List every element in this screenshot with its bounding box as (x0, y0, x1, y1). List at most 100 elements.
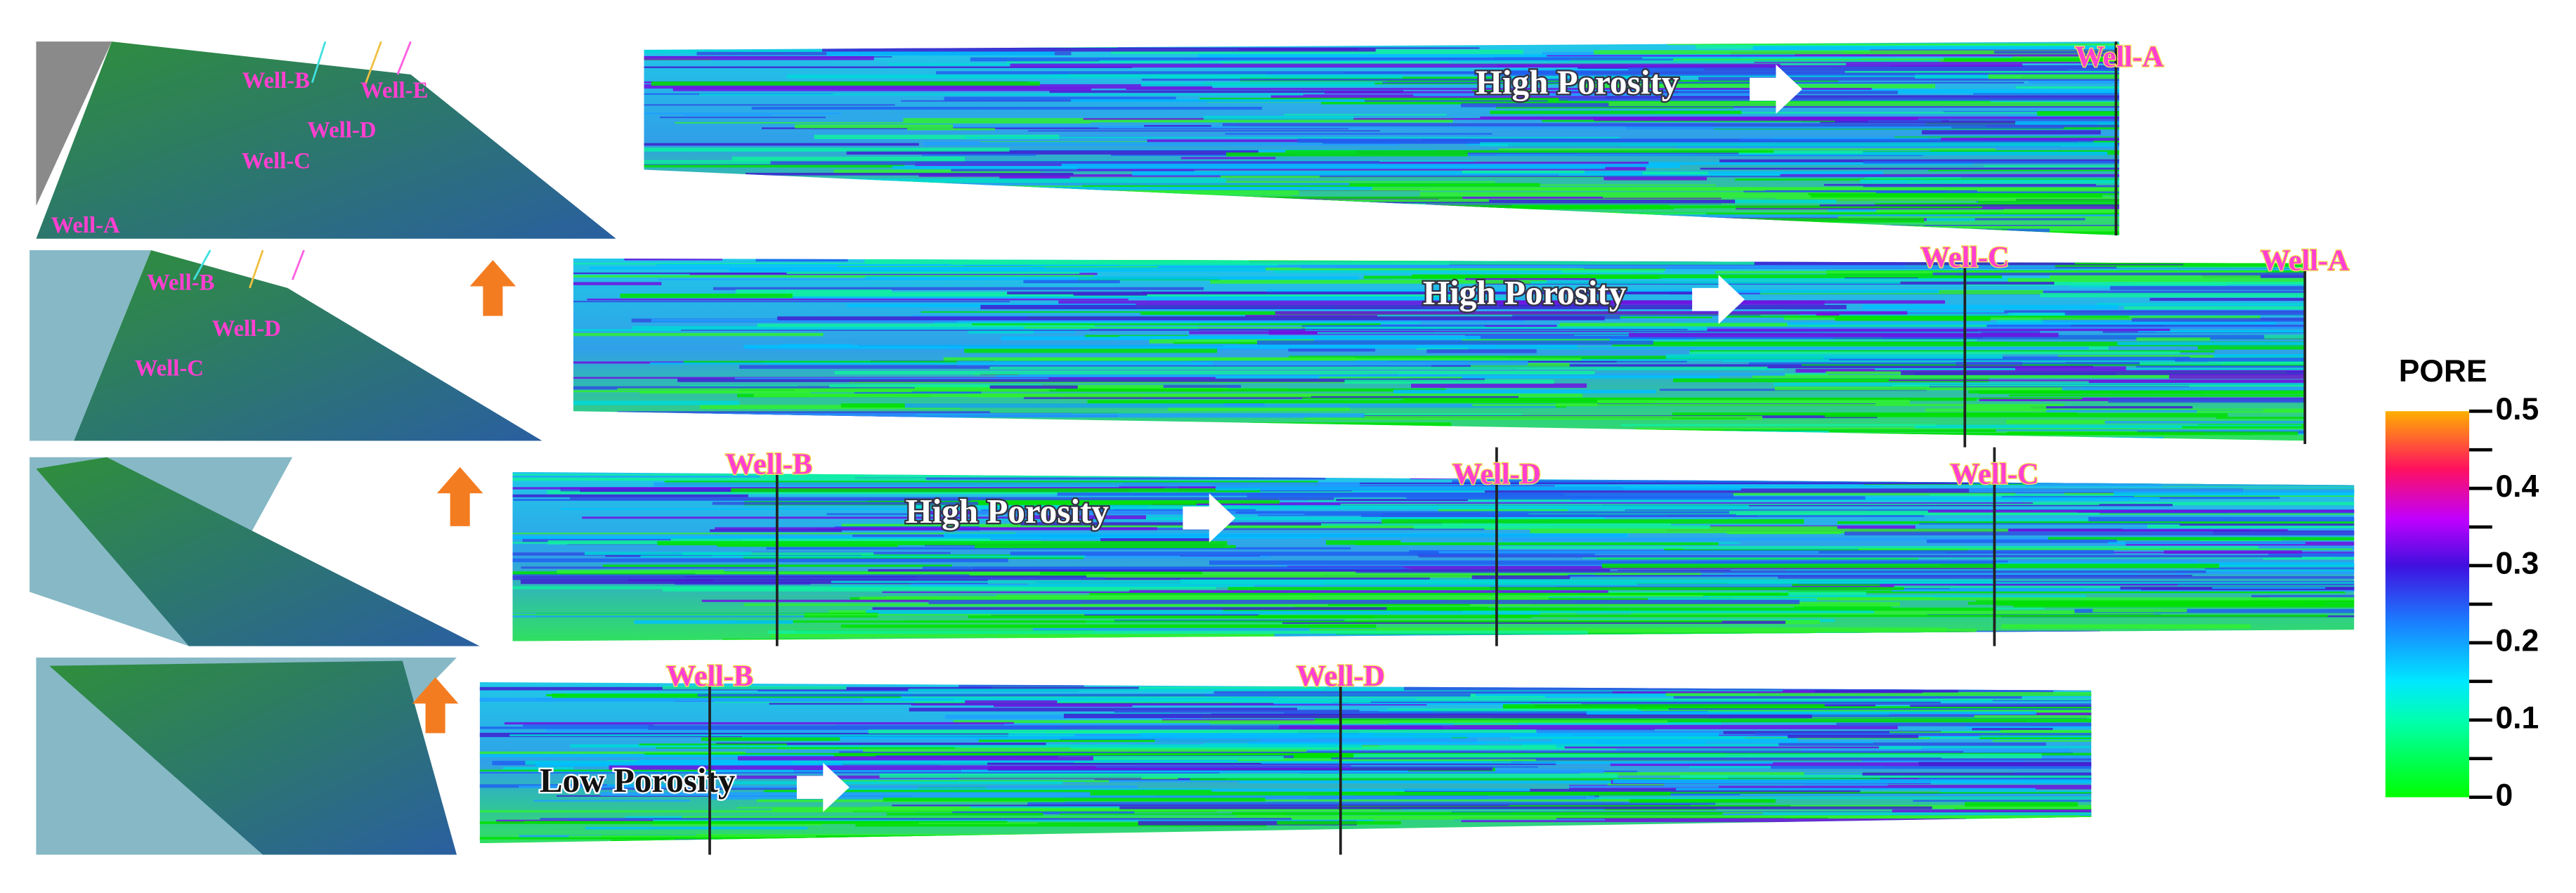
texture-stripe (1273, 637, 1526, 639)
texture-stripe (2071, 325, 2305, 329)
section (573, 258, 2305, 441)
texture-stripe (1993, 51, 2120, 54)
texture-stripe (2216, 417, 2305, 419)
texture-stripe (1830, 67, 2120, 70)
texture-stripe (701, 599, 929, 602)
texture-stripe (2108, 542, 2305, 545)
texture-stripe (715, 226, 1438, 231)
texture-stripe (950, 261, 1755, 265)
texture-stripe (991, 613, 1259, 616)
texture-stripe (1275, 311, 1908, 315)
texture-stripe (1210, 279, 1547, 284)
texture-stripe (989, 366, 1768, 370)
texture-stripe (1559, 97, 2120, 101)
texture-stripe (1089, 328, 1688, 330)
colorbar-tick-label: 0 (2495, 778, 2513, 812)
texture-stripe (1698, 77, 2120, 81)
texture-stripe (1110, 49, 1523, 54)
texture-stripe (573, 424, 1090, 429)
colorbar (2385, 411, 2470, 797)
texture-stripe (731, 488, 1261, 493)
texture-stripe (1502, 704, 1825, 708)
texture-stripe (1892, 809, 2092, 813)
texture-stripe (2213, 353, 2305, 358)
texture-stripe (1300, 264, 2055, 268)
texture-stripe (632, 326, 1199, 330)
texture-stripe (846, 150, 1258, 155)
texture-stripe (620, 293, 793, 299)
texture-stripe (1119, 806, 1932, 809)
texture-stripe (479, 837, 1276, 840)
texture-stripe (872, 607, 1387, 610)
texture-stripe (1063, 713, 1812, 719)
texture-stripe (1837, 216, 2120, 219)
texture-stripe (972, 510, 1305, 515)
texture-stripe (1690, 350, 2215, 353)
texture-stripe (512, 542, 802, 544)
texture-stripe (969, 394, 1312, 398)
texture-stripe (952, 811, 1135, 814)
texture-stripe (935, 71, 1592, 74)
texture-stripe (1273, 703, 1530, 705)
texture-stripe (1632, 162, 1973, 165)
texture-stripe (1774, 386, 2083, 391)
texture-stripe (1958, 227, 2120, 229)
texture-stripe (1972, 92, 2120, 95)
texture-stripe (868, 729, 1537, 734)
texture-stripe (1810, 194, 2103, 198)
texture-stripe (940, 639, 1489, 641)
texture-stripe (659, 116, 826, 119)
texture-stripe (2088, 516, 2355, 522)
thumb-well-label: Well-B (242, 68, 310, 93)
texture-stripe (918, 174, 1656, 177)
texture-stripe (1027, 267, 1665, 270)
texture-stripe (2120, 586, 2355, 590)
texture-stripe (512, 477, 926, 481)
texture-stripe (2030, 406, 2193, 409)
texture-stripe (1836, 722, 2092, 726)
texture-stripe (1629, 332, 2059, 337)
texture-stripe (1819, 204, 2120, 207)
texture-stripe (1975, 599, 2355, 602)
texture-stripe (1276, 564, 1782, 566)
texture-stripe (2179, 523, 2355, 526)
texture-stripe (1283, 114, 1447, 116)
texture-stripe (1950, 682, 2092, 685)
texture-stripe (1399, 205, 1983, 209)
texture-stripe (1648, 597, 1817, 601)
texture-stripe (588, 787, 842, 790)
texture-stripe (1464, 334, 2265, 339)
texture-stripe (1403, 398, 1977, 401)
texture-stripe (953, 698, 1293, 703)
texture-stripe (1875, 190, 2120, 194)
texture-stripe (1031, 358, 1582, 360)
texture-stripe (997, 637, 1535, 641)
texture-stripe (1147, 436, 1828, 439)
texture-stripe (1297, 138, 2094, 143)
texture-stripe (1024, 228, 1341, 233)
well-label: Well-A (2260, 245, 2350, 277)
texture-stripe (1007, 291, 1709, 295)
texture-stripe (1988, 74, 2120, 79)
texture-stripe (2025, 481, 2355, 486)
texture-stripe (1010, 63, 1781, 68)
texture-stripe (630, 841, 792, 844)
texture-stripe (1219, 231, 1318, 235)
texture-stripe (570, 744, 1362, 748)
texture-stripe (1027, 802, 1716, 807)
colorbar-title: PORE (2399, 354, 2487, 389)
texture-stripe (1823, 183, 2097, 186)
texture-stripe (1568, 786, 1719, 788)
texture-stripe (682, 114, 773, 116)
texture-stripe (1331, 757, 1941, 760)
texture-stripe (1620, 424, 1937, 426)
texture-stripe (1487, 682, 2092, 684)
texture-stripe (1235, 511, 1729, 514)
texture-stripe (1386, 212, 2120, 216)
thumbnail (36, 657, 457, 855)
texture-stripe (657, 541, 1228, 546)
texture-stripe (792, 761, 1469, 763)
texture-stripe (1778, 742, 2046, 746)
texture-stripe (850, 126, 1237, 128)
texture-stripe (862, 749, 1307, 752)
